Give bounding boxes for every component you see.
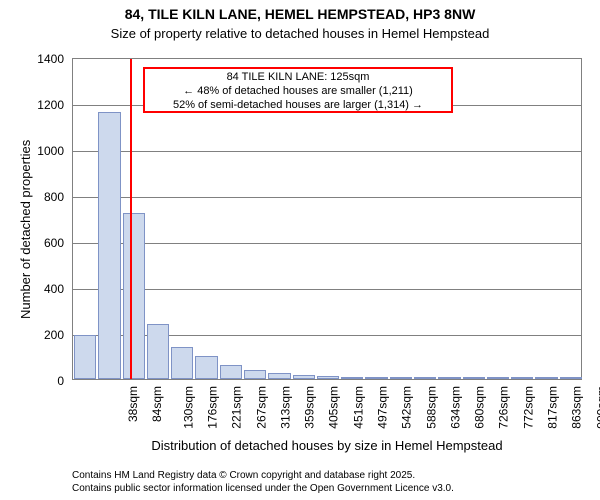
annotation-line-2: ← 48% of detached houses are smaller (1,… xyxy=(149,85,447,99)
x-tick-label: 359sqm xyxy=(303,386,317,429)
y-tick-label: 400 xyxy=(0,282,64,296)
x-tick-label: 497sqm xyxy=(376,386,390,429)
x-tick-label: 863sqm xyxy=(570,386,584,429)
x-tick-label: 221sqm xyxy=(230,386,244,429)
histogram-bar xyxy=(171,347,193,379)
x-tick-label: 84sqm xyxy=(150,386,164,422)
x-tick-label: 726sqm xyxy=(497,386,511,429)
annotation-line-1: 84 TILE KILN LANE: 125sqm xyxy=(149,71,447,85)
y-tick-label: 1400 xyxy=(0,52,64,66)
y-tick-label: 200 xyxy=(0,328,64,342)
histogram-bar xyxy=(98,112,120,379)
chart-title: 84, TILE KILN LANE, HEMEL HEMPSTEAD, HP3… xyxy=(0,6,600,22)
gridline xyxy=(73,243,581,244)
x-tick-label: 313sqm xyxy=(279,386,293,429)
x-axis-label: Distribution of detached houses by size … xyxy=(72,438,582,453)
plot-area: 84 TILE KILN LANE: 125sqm ← 48% of detac… xyxy=(72,58,582,380)
x-tick-label: 772sqm xyxy=(521,386,535,429)
histogram-bar xyxy=(123,213,145,379)
x-tick-label: 130sqm xyxy=(181,386,195,429)
x-tick-label: 405sqm xyxy=(327,386,341,429)
y-tick-label: 0 xyxy=(0,374,64,388)
histogram-bar xyxy=(390,377,412,379)
histogram-bar xyxy=(560,377,582,379)
chart-subtitle: Size of property relative to detached ho… xyxy=(0,26,600,41)
x-tick-label: 38sqm xyxy=(126,386,140,422)
histogram-bar xyxy=(535,377,557,379)
x-tick-label: 680sqm xyxy=(473,386,487,429)
y-tick-label: 1000 xyxy=(0,144,64,158)
histogram-bar xyxy=(365,377,387,379)
annotation-line-3: 52% of semi-detached houses are larger (… xyxy=(149,99,447,113)
histogram-bar xyxy=(268,373,290,379)
histogram-bar xyxy=(195,356,217,379)
x-tick-label: 634sqm xyxy=(449,386,463,429)
histogram-bar xyxy=(317,376,339,379)
footer-line-2: Contains public sector information licen… xyxy=(72,483,454,494)
gridline xyxy=(73,197,581,198)
gridline xyxy=(73,289,581,290)
footer-line-1: Contains HM Land Registry data © Crown c… xyxy=(72,470,415,481)
histogram-bar xyxy=(293,375,315,379)
gridline xyxy=(73,151,581,152)
annotation-box: 84 TILE KILN LANE: 125sqm ← 48% of detac… xyxy=(143,67,453,113)
x-tick-label: 817sqm xyxy=(546,386,560,429)
y-tick-label: 600 xyxy=(0,236,64,250)
y-tick-label: 800 xyxy=(0,190,64,204)
x-tick-label: 451sqm xyxy=(351,386,365,429)
x-tick-label: 176sqm xyxy=(206,386,220,429)
y-tick-label: 1200 xyxy=(0,98,64,112)
x-tick-label: 588sqm xyxy=(424,386,438,429)
histogram-bar xyxy=(147,324,169,379)
histogram-bar xyxy=(74,335,96,379)
x-tick-label: 542sqm xyxy=(400,386,414,429)
property-size-chart: 84, TILE KILN LANE, HEMEL HEMPSTEAD, HP3… xyxy=(0,0,600,500)
histogram-bar xyxy=(244,370,266,379)
x-tick-label: 267sqm xyxy=(254,386,268,429)
reference-line xyxy=(130,59,132,379)
histogram-bar xyxy=(220,365,242,379)
histogram-bar xyxy=(414,377,436,379)
histogram-bar xyxy=(487,377,509,379)
histogram-bar xyxy=(463,377,485,379)
histogram-bar xyxy=(438,377,460,379)
x-tick-label: 909sqm xyxy=(594,386,600,429)
histogram-bar xyxy=(341,377,363,379)
histogram-bar xyxy=(511,377,533,379)
